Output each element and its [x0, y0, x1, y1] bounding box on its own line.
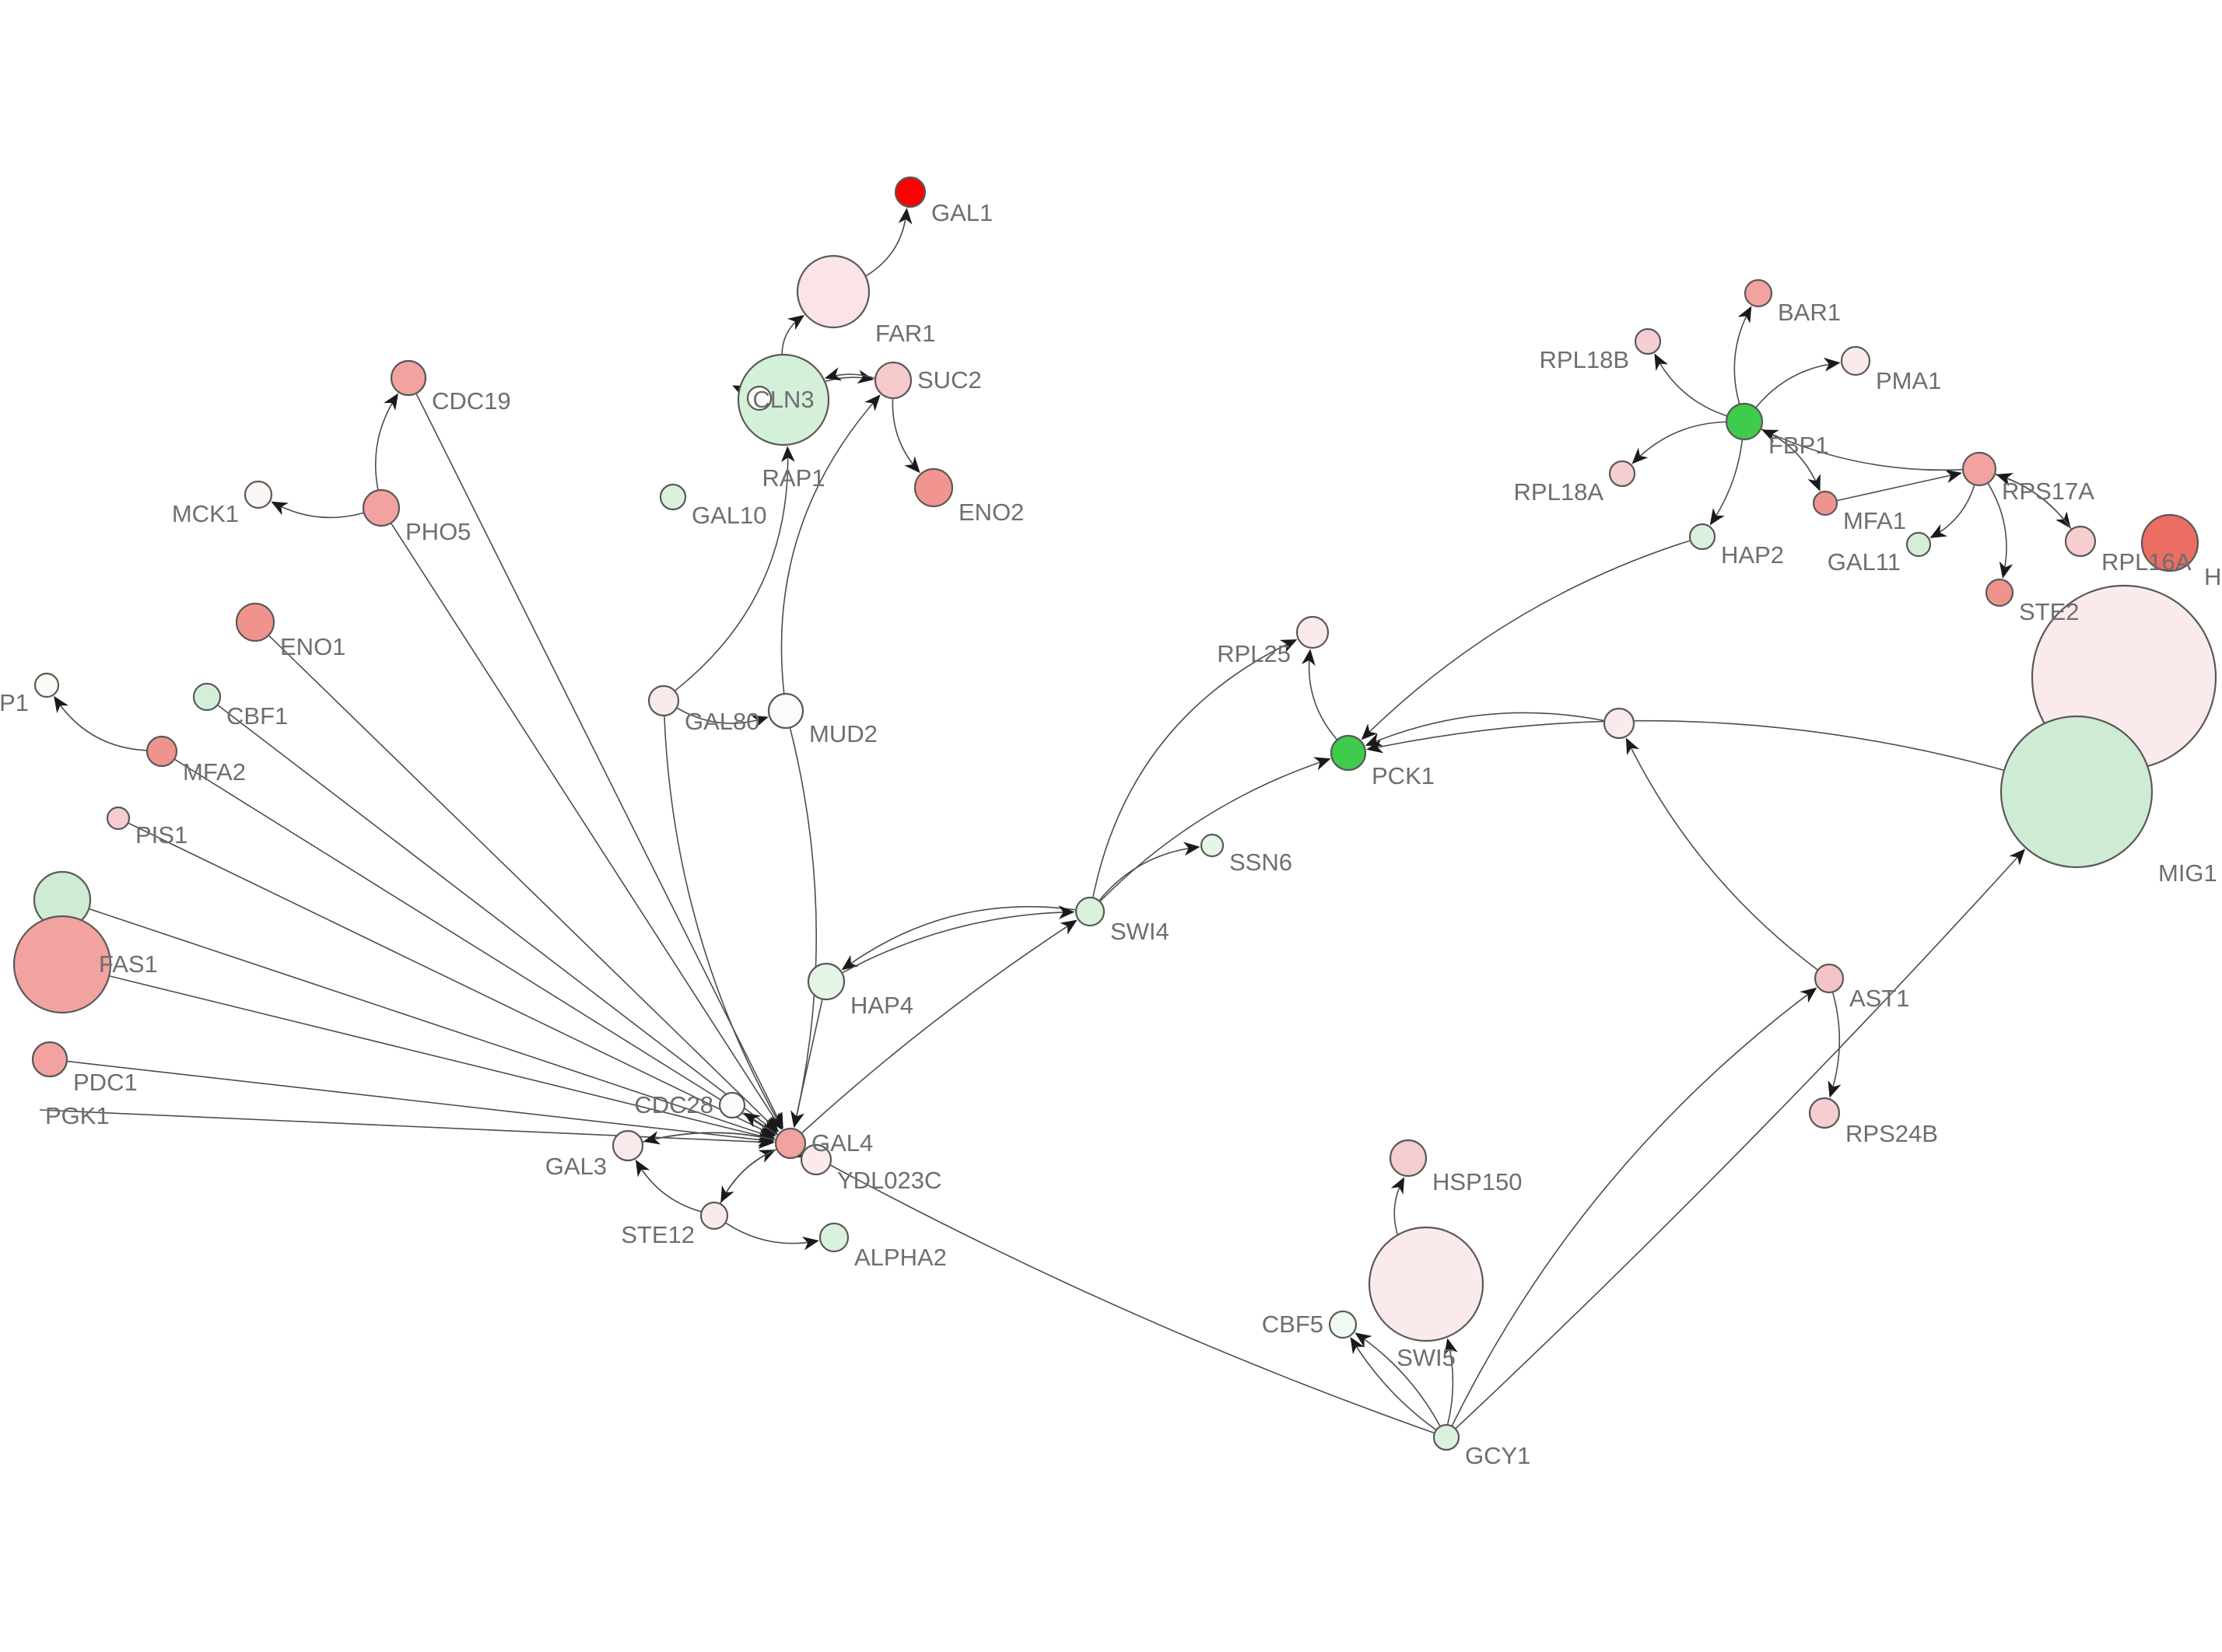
svg-text:ALPHA2: ALPHA2 — [854, 1244, 947, 1271]
svg-text:STE12: STE12 — [621, 1221, 695, 1248]
svg-text:RPL16A: RPL16A — [2101, 548, 2192, 576]
svg-text:PCK1: PCK1 — [1372, 762, 1435, 789]
svg-text:STE2: STE2 — [2019, 598, 2080, 625]
svg-text:FBP1: FBP1 — [1768, 432, 1829, 459]
svg-text:HIS4: HIS4 — [2204, 563, 2222, 590]
svg-text:RPS17A: RPS17A — [2002, 478, 2094, 505]
svg-text:PDC1: PDC1 — [73, 1069, 138, 1096]
svg-text:HAP4: HAP4 — [850, 992, 913, 1019]
svg-text:GAL3: GAL3 — [545, 1153, 607, 1180]
svg-text:MUD2: MUD2 — [809, 720, 878, 747]
svg-text:HSP150: HSP150 — [1432, 1168, 1522, 1195]
svg-text:RAP1: RAP1 — [762, 464, 825, 492]
svg-text:HAP2: HAP2 — [1721, 541, 1784, 569]
svg-text:CBF1: CBF1 — [226, 702, 288, 730]
svg-text:GAL10: GAL10 — [692, 502, 767, 529]
svg-text:PHO5: PHO5 — [405, 518, 471, 545]
svg-text:FAS1: FAS1 — [99, 950, 158, 978]
svg-text:ENO2: ENO2 — [959, 499, 1024, 526]
svg-text:GAL11: GAL11 — [1828, 548, 1901, 576]
svg-text:PGK1: PGK1 — [45, 1102, 110, 1129]
svg-text:PMA1: PMA1 — [1876, 367, 1941, 394]
svg-text:SWI5: SWI5 — [1397, 1344, 1456, 1371]
svg-text:GCY1: GCY1 — [1465, 1442, 1530, 1469]
svg-text:CDC19: CDC19 — [432, 387, 511, 415]
svg-text:AST1: AST1 — [1849, 985, 1910, 1012]
svg-text:PIS1: PIS1 — [135, 821, 188, 849]
svg-text:TUP1: TUP1 — [0, 689, 29, 716]
svg-text:GAL4: GAL4 — [811, 1129, 873, 1157]
svg-text:CBF5: CBF5 — [1262, 1311, 1323, 1338]
svg-text:SUC2: SUC2 — [917, 366, 982, 394]
svg-text:RPS24B: RPS24B — [1845, 1120, 1938, 1147]
svg-text:CDC28: CDC28 — [634, 1091, 713, 1118]
svg-text:MFA1: MFA1 — [1843, 507, 1906, 534]
svg-text:YDL023C: YDL023C — [837, 1167, 941, 1194]
svg-text:BAR1: BAR1 — [1778, 299, 1841, 326]
svg-text:SSN6: SSN6 — [1229, 849, 1292, 876]
svg-text:FAR1: FAR1 — [875, 320, 936, 347]
svg-text:RPL18A: RPL18A — [1514, 478, 1604, 506]
svg-text:RPL25: RPL25 — [1217, 640, 1291, 667]
svg-text:MCK1: MCK1 — [172, 500, 239, 527]
svg-text:RPL18B: RPL18B — [1540, 346, 1629, 373]
svg-text:MIG1: MIG1 — [2158, 859, 2217, 887]
svg-text:GAL1: GAL1 — [931, 199, 993, 226]
svg-text:SWI4: SWI4 — [1110, 918, 1169, 945]
svg-text:GAL80: GAL80 — [685, 708, 760, 735]
svg-text:CLN3: CLN3 — [752, 386, 814, 413]
svg-text:MFA2: MFA2 — [183, 758, 246, 786]
svg-text:ENO1: ENO1 — [280, 633, 345, 660]
